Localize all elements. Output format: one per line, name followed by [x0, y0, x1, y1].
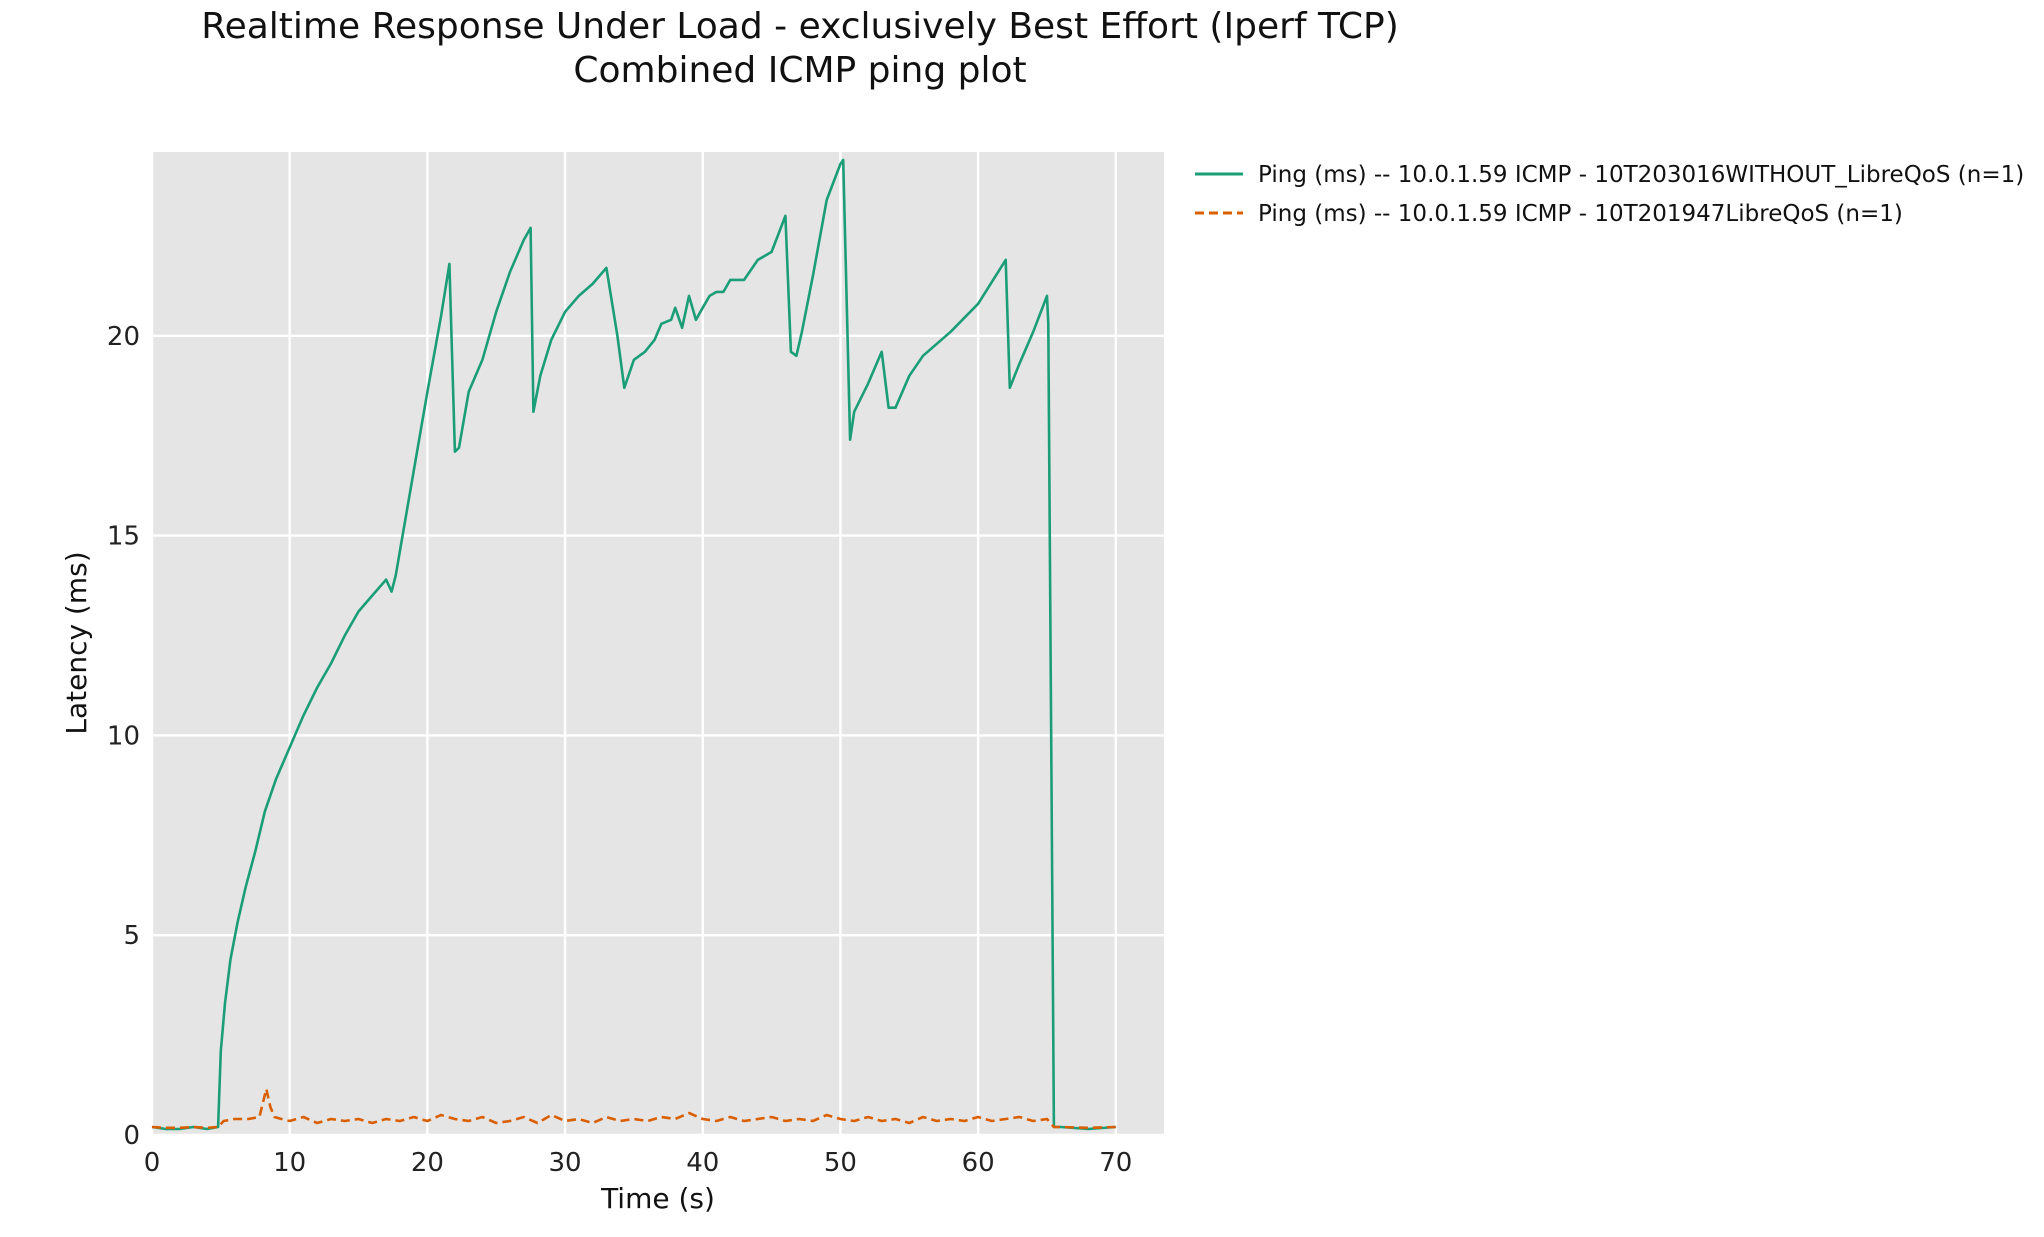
x-tick-label: 10 [273, 1148, 306, 1178]
y-tick-labels: 0 5 10 15 20 [107, 322, 140, 1151]
series-line-without-libreqos [151, 158, 1116, 1131]
x-tick-label: 60 [962, 1148, 995, 1178]
y-axis-label: Latency (ms) [60, 551, 93, 734]
chart-subtitle: Combined ICMP ping plot [573, 50, 1026, 91]
legend: Ping (ms) -- 10.0.1.59 ICMP - 10T203016W… [1195, 162, 2024, 227]
plot-area [152, 152, 1164, 1135]
y-tick-label: 5 [123, 921, 140, 951]
y-tick-label: 0 [123, 1121, 140, 1151]
x-tick-label: 50 [824, 1148, 857, 1178]
grid-lines [150, 152, 1164, 1137]
legend-label-without-libreqos: Ping (ms) -- 10.0.1.59 ICMP - 10T203016W… [1258, 162, 2024, 188]
y-tick-label: 10 [107, 721, 140, 751]
x-axis-label: Time (s) [600, 1182, 715, 1215]
series-lines [151, 158, 1116, 1131]
x-tick-label: 30 [549, 1148, 582, 1178]
legend-label-libreqos: Ping (ms) -- 10.0.1.59 ICMP - 10T201947L… [1258, 201, 1903, 227]
x-tick-labels: 0 10 20 30 40 50 60 70 [144, 1148, 1133, 1178]
x-tick-label: 20 [411, 1148, 444, 1178]
series-line-libreqos [151, 1087, 1116, 1130]
y-tick-label: 15 [107, 522, 140, 552]
x-tick-label: 0 [144, 1148, 161, 1178]
y-tick-label: 20 [107, 322, 140, 352]
chart-title: Realtime Response Under Load - exclusive… [201, 6, 1399, 47]
x-tick-label: 40 [686, 1148, 719, 1178]
x-tick-label: 70 [1099, 1148, 1132, 1178]
